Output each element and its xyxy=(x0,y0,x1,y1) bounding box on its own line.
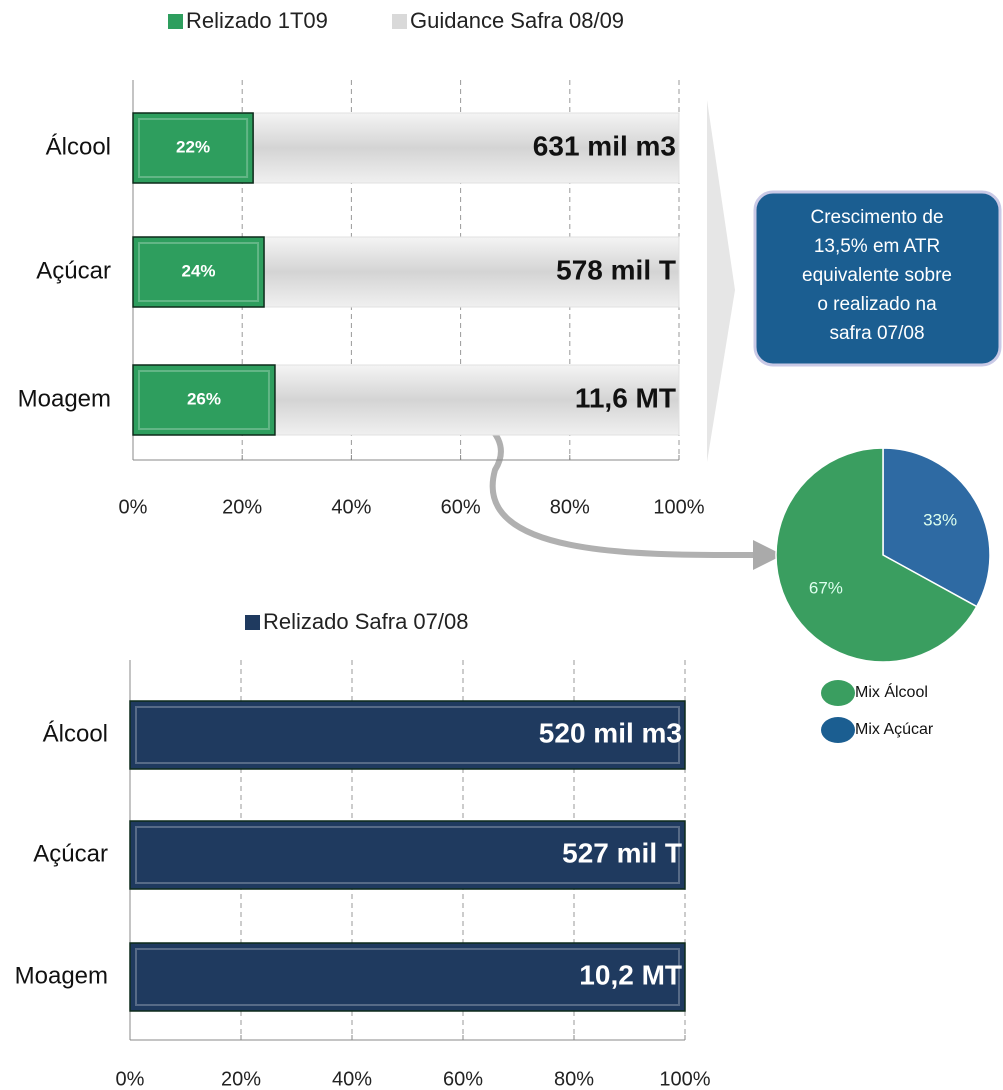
callout-text: equivalente sobre xyxy=(802,265,952,286)
x-tick-label: 40% xyxy=(332,1068,372,1090)
legend-swatch xyxy=(168,14,183,29)
y-tick-label: Açúcar xyxy=(36,257,111,284)
callout-box xyxy=(753,190,1002,367)
bar-annotation: 527 mil T xyxy=(562,837,682,868)
legend-swatch xyxy=(821,717,855,743)
bar xyxy=(132,364,276,436)
bar-bevel xyxy=(135,948,680,1006)
bar-annotation: 631 mil m3 xyxy=(533,130,676,161)
x-tick-label: 20% xyxy=(222,496,262,518)
callout-text: Crescimento de xyxy=(810,207,943,228)
x-tick-label: 60% xyxy=(443,1068,483,1090)
x-tick-label: 0% xyxy=(119,496,148,518)
x-tick-label: 40% xyxy=(331,496,371,518)
data-label: 24% xyxy=(182,261,216,280)
bar-annotation: 520 mil m3 xyxy=(539,717,682,748)
legend-swatch xyxy=(392,14,407,29)
bar xyxy=(129,700,686,770)
x-tick-label: 20% xyxy=(221,1068,261,1090)
data-label: 33% xyxy=(923,511,957,530)
callout: Crescimento de 13,5% em ATR equivalente so… xyxy=(802,207,952,344)
callout-text: 13,5% em ATR xyxy=(814,236,940,257)
bar-bevel xyxy=(138,242,260,302)
bar-annotation: 578 mil T xyxy=(556,254,676,285)
legend-swatch xyxy=(821,680,855,706)
legend-label: Guidance Safra 08/09 xyxy=(410,8,624,33)
bar xyxy=(129,820,686,890)
bar xyxy=(132,236,265,308)
bar-bevel xyxy=(135,826,680,884)
x-tick-label: 100% xyxy=(653,496,704,518)
x-tick-label: 60% xyxy=(441,496,481,518)
pie-slice xyxy=(775,447,978,663)
bar-bevel xyxy=(138,370,270,430)
bar-bevel xyxy=(135,706,680,764)
data-label: 26% xyxy=(187,389,221,408)
bar xyxy=(129,942,686,1012)
legend-label: Relizado Safra 07/08 xyxy=(263,609,468,634)
data-label: 22% xyxy=(176,137,210,156)
callout-text: safra 07/08 xyxy=(829,323,924,344)
callout-text: o realizado na xyxy=(817,294,937,315)
x-tick-label: 100% xyxy=(659,1068,710,1090)
bar-annotation: 11,6 MT xyxy=(575,382,676,413)
bar xyxy=(132,112,254,184)
x-tick-label: 80% xyxy=(554,1068,594,1090)
y-tick-label: Moagem xyxy=(18,385,111,412)
bar-bevel xyxy=(138,118,249,178)
bar-annotation: 10,2 MT xyxy=(579,959,682,990)
x-tick-label: 80% xyxy=(550,496,590,518)
x-tick-label: 0% xyxy=(116,1068,145,1090)
y-tick-label: Álcool xyxy=(43,720,108,747)
y-tick-label: Álcool xyxy=(46,133,111,160)
y-tick-label: Açúcar xyxy=(33,840,108,867)
legend-swatch xyxy=(245,615,260,630)
big-arrow xyxy=(707,100,735,462)
legend-label: Mix Açúcar xyxy=(855,721,934,738)
data-label: 67% xyxy=(809,578,843,597)
y-tick-label: Moagem xyxy=(15,962,108,989)
pie-slice xyxy=(882,447,991,608)
legend-label: Relizado 1T09 xyxy=(186,8,328,33)
legend-label: Mix Álcool xyxy=(855,682,928,701)
